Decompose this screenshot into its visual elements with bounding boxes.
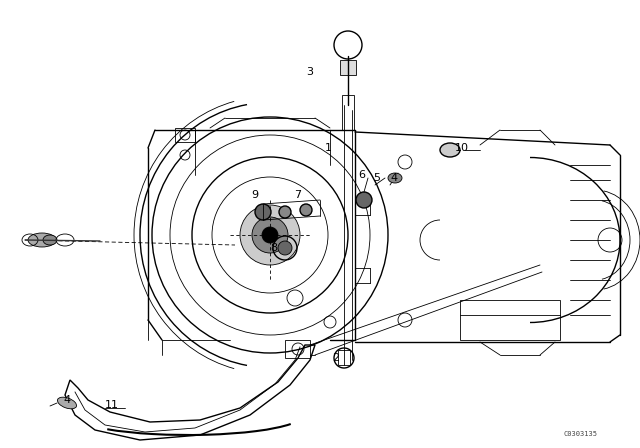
Ellipse shape [58, 397, 77, 409]
Text: 2: 2 [332, 353, 340, 363]
Text: 6: 6 [358, 170, 365, 180]
Text: 5: 5 [374, 173, 381, 183]
Text: 11: 11 [105, 400, 119, 410]
Text: 4: 4 [63, 395, 70, 405]
Circle shape [255, 204, 271, 220]
Text: 9: 9 [252, 190, 259, 200]
Circle shape [278, 241, 292, 255]
Ellipse shape [388, 173, 402, 183]
Circle shape [356, 192, 372, 208]
Text: 3: 3 [307, 67, 314, 77]
Ellipse shape [440, 143, 460, 157]
Polygon shape [340, 60, 356, 75]
Text: 8: 8 [271, 243, 278, 253]
Text: 4: 4 [390, 173, 397, 183]
Text: C0303135: C0303135 [563, 431, 597, 437]
Ellipse shape [28, 233, 56, 247]
Text: 7: 7 [294, 190, 301, 200]
Text: 1: 1 [324, 143, 332, 153]
Circle shape [262, 227, 278, 243]
Text: 10: 10 [455, 143, 469, 153]
Circle shape [240, 205, 300, 265]
Circle shape [252, 217, 288, 253]
Circle shape [279, 206, 291, 218]
Ellipse shape [43, 235, 57, 245]
Circle shape [300, 204, 312, 216]
